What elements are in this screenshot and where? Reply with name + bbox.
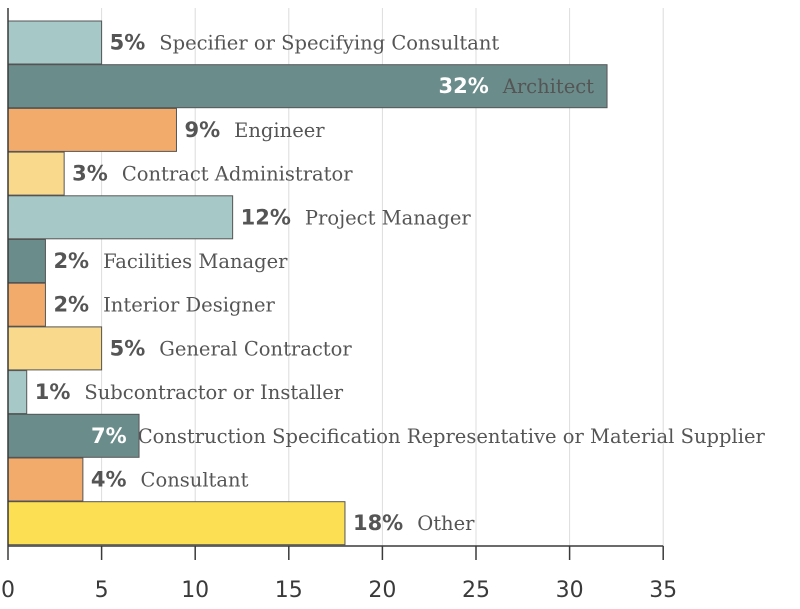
value-label-4: 12%	[241, 205, 291, 229]
bar-9	[7, 413, 140, 458]
value-label-2: 9%	[184, 118, 220, 142]
category-label-9: Construction Specification Representativ…	[138, 425, 766, 448]
bar-labels: 5% Specifier or Specifying Consultant 32% A…	[35, 31, 766, 536]
value-label-5: 2%	[53, 249, 89, 273]
value-label-1: 32%	[439, 74, 489, 98]
value-label-6: 2%	[53, 293, 89, 317]
bar-label-11: 18% Other	[353, 511, 475, 535]
bar-label-4: 12% Project Manager	[241, 205, 472, 229]
tick-label-30: 30	[556, 578, 584, 603]
tick-label-15: 15	[275, 578, 303, 603]
category-label-7: General Contractor	[159, 337, 352, 360]
bar-3	[7, 151, 65, 196]
x-axis: 0 5 10 15 20 25 30 35	[1, 8, 677, 603]
bar-label-10: 4% Consultant	[91, 468, 249, 492]
bar-8	[7, 370, 28, 415]
bar-label-1: 32% Architect	[439, 74, 595, 98]
value-label-10: 4%	[91, 468, 127, 492]
tick-label-0: 0	[1, 578, 15, 603]
tick-label-10: 10	[181, 578, 209, 603]
bars	[7, 20, 608, 546]
bar-6	[7, 282, 46, 327]
bar-11	[7, 501, 346, 546]
category-label-11: Other	[417, 512, 475, 535]
value-label-11: 18%	[353, 511, 403, 535]
category-label-10: Consultant	[141, 469, 249, 492]
value-label-3: 3%	[72, 162, 108, 186]
bar-2	[7, 107, 177, 152]
value-label-8: 1%	[35, 380, 71, 404]
tick-label-25: 25	[462, 578, 490, 603]
value-label-9: 7%	[91, 424, 127, 448]
bar-label-2: 9% Engineer	[184, 118, 325, 142]
category-label-6: Interior Designer	[103, 294, 275, 317]
tick-label-20: 20	[368, 578, 396, 603]
bar-4	[7, 195, 234, 240]
category-label-0: Specifier or Specifying Consultant	[159, 32, 499, 55]
bar-0	[7, 20, 103, 65]
bar-label-3: 3% Contract Administrator	[72, 162, 353, 186]
bar-label-5: 2% Facilities Manager	[53, 249, 288, 273]
bar-label-0: 5% Specifier or Specifying Consultant	[110, 31, 500, 55]
bar-5	[7, 239, 46, 283]
category-label-3: Contract Administrator	[122, 163, 353, 186]
bar-label-7: 5% General Contractor	[110, 336, 353, 360]
value-label-7: 5%	[110, 336, 146, 360]
bar-label-8: 1% Subcontractor or Installer	[35, 380, 344, 404]
category-label-2: Engineer	[234, 119, 325, 142]
category-label-1: Architect	[502, 75, 594, 98]
category-label-5: Facilities Manager	[103, 250, 288, 273]
category-label-4: Project Manager	[305, 206, 472, 229]
bar-10	[7, 457, 84, 502]
bar-label-6: 2% Interior Designer	[53, 293, 275, 317]
bar-label-9: 7% Construction Specification Representat…	[91, 424, 765, 448]
tick-label-35: 35	[649, 578, 677, 603]
tick-label-5: 5	[95, 578, 109, 603]
value-label-0: 5%	[110, 31, 146, 55]
category-label-8: Subcontractor or Installer	[84, 381, 343, 404]
bar-7	[7, 326, 103, 371]
